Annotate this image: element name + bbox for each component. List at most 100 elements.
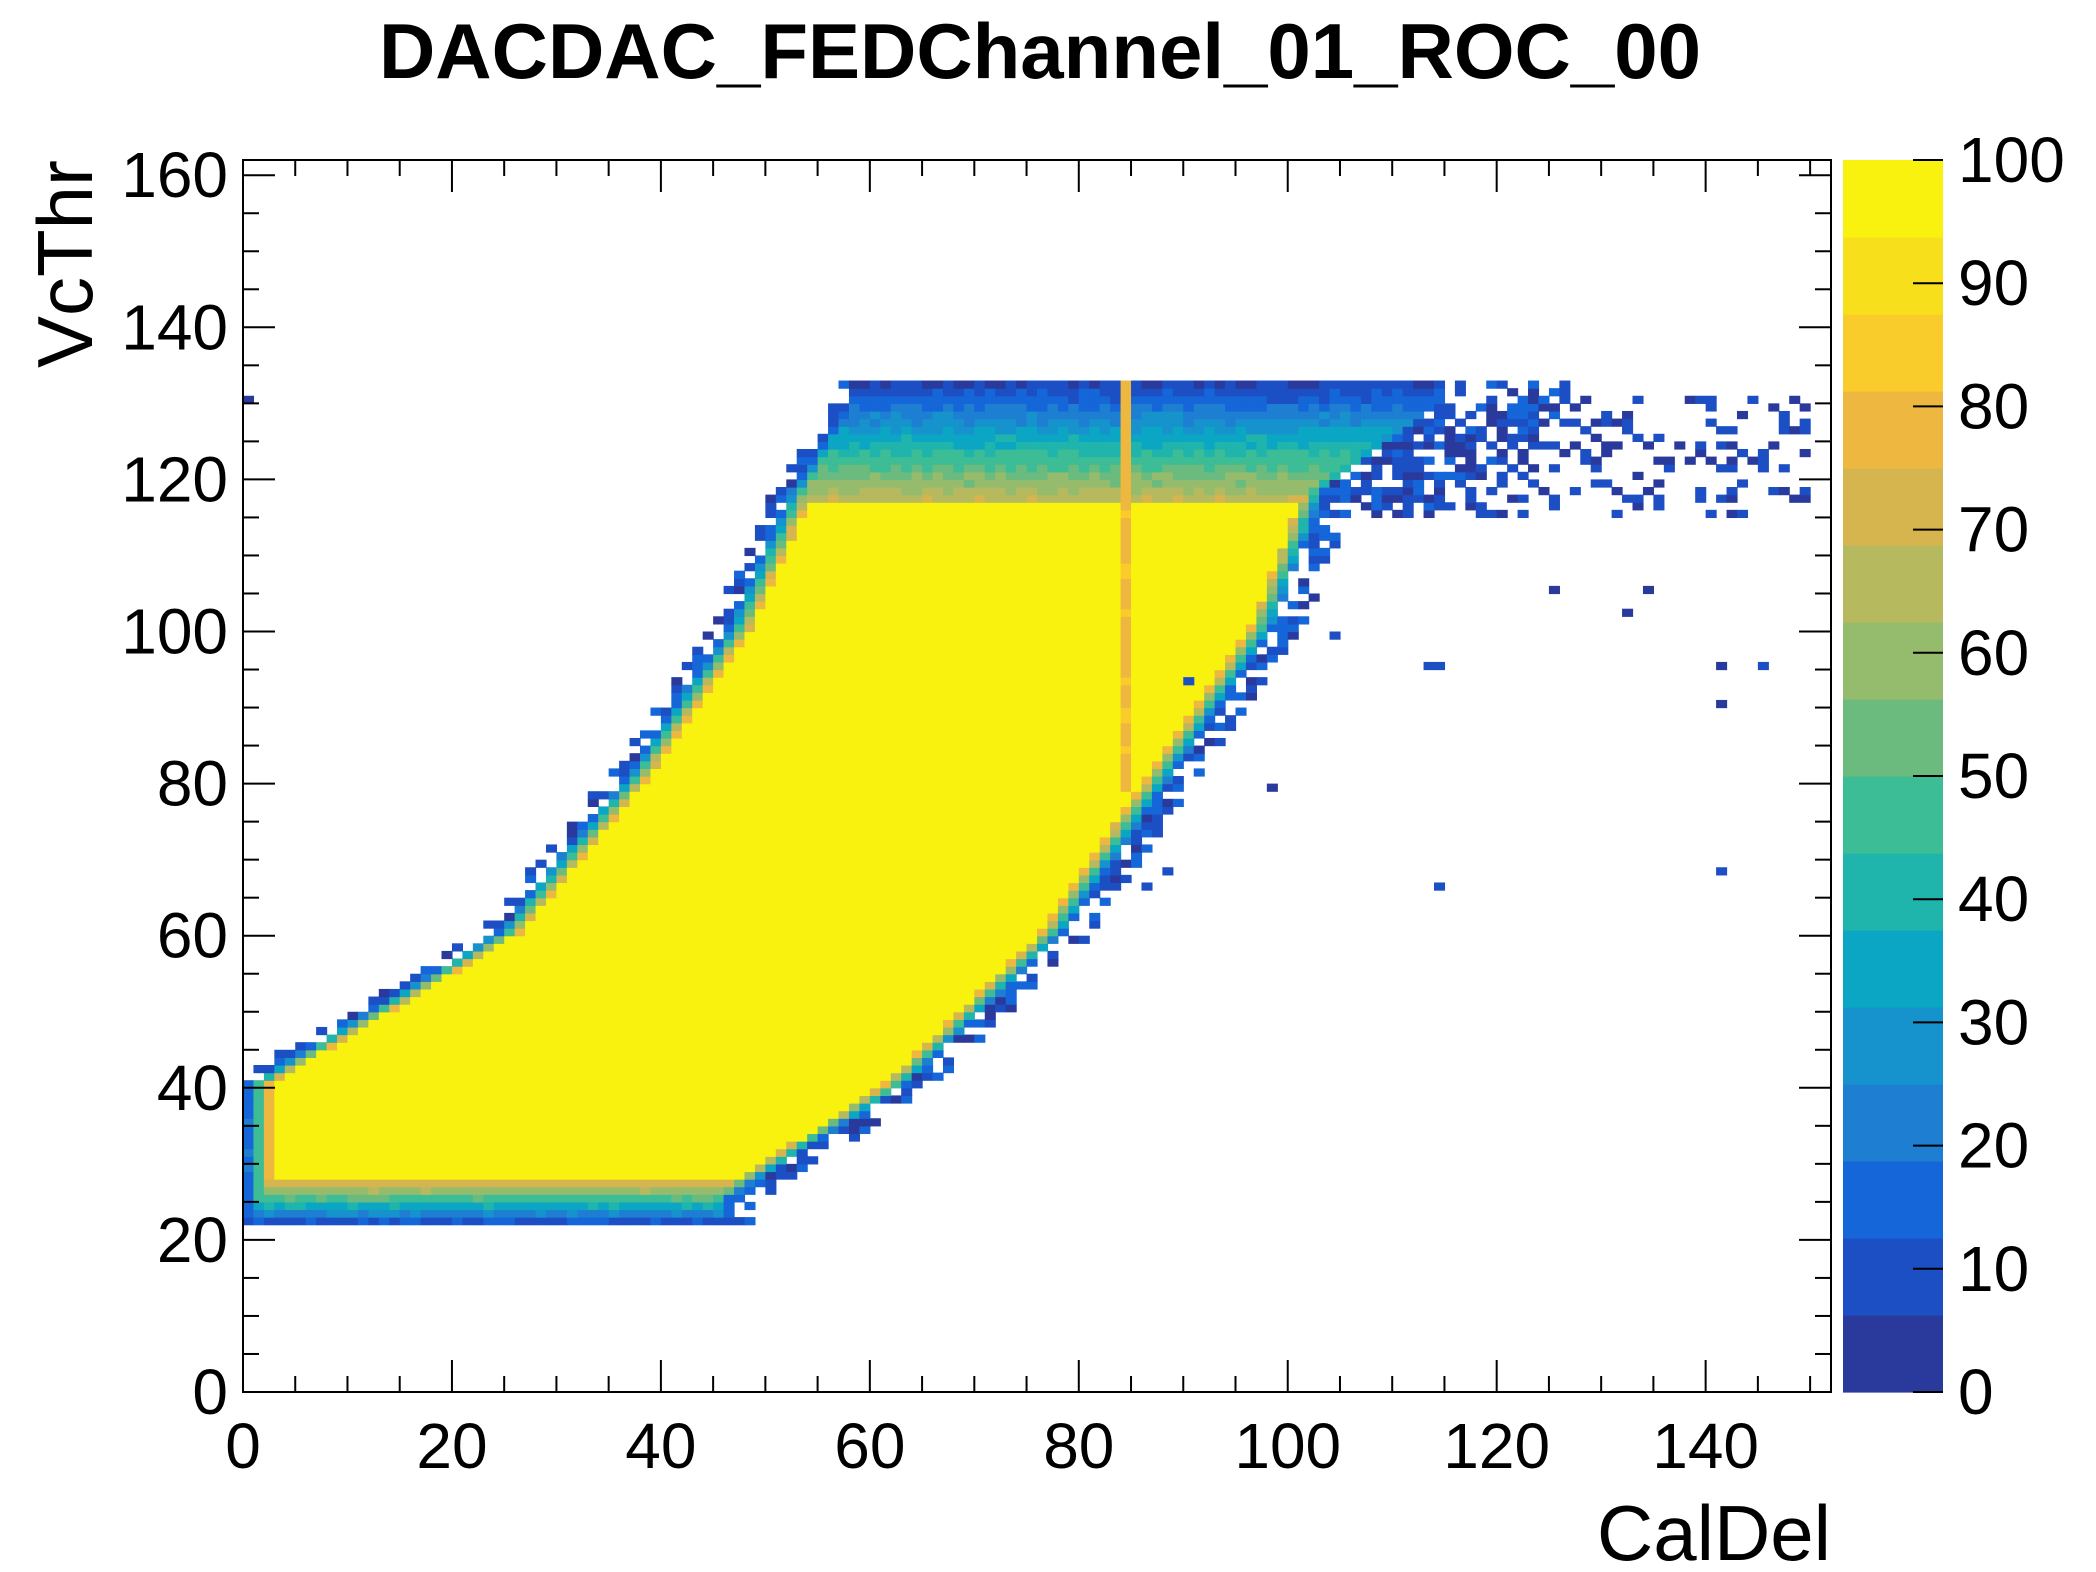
heatmap-cell bbox=[493, 1103, 505, 1112]
heatmap-cell bbox=[556, 943, 568, 952]
heatmap-cell bbox=[1266, 623, 1278, 633]
heatmap-cell bbox=[1089, 760, 1101, 769]
heatmap-cell bbox=[828, 966, 840, 975]
heatmap-cell bbox=[963, 601, 975, 610]
heatmap-cell bbox=[493, 1118, 505, 1127]
heatmap-cell bbox=[984, 943, 996, 952]
heatmap-cell bbox=[399, 1217, 411, 1226]
heatmap-cell bbox=[681, 920, 693, 929]
heatmap-cell bbox=[640, 1064, 652, 1074]
heatmap-cell bbox=[713, 1163, 725, 1173]
heatmap-cell bbox=[1235, 646, 1247, 655]
heatmap-cell bbox=[1037, 563, 1049, 572]
heatmap-cell bbox=[828, 935, 840, 944]
heatmap-cell bbox=[1005, 737, 1017, 747]
heatmap-cell bbox=[995, 844, 1007, 853]
heatmap-cell bbox=[1099, 570, 1111, 579]
heatmap-cell bbox=[326, 1194, 338, 1203]
heatmap-cell bbox=[1068, 646, 1080, 655]
heatmap-cell bbox=[828, 806, 840, 815]
heatmap-cell bbox=[890, 912, 902, 922]
heatmap-cell bbox=[942, 768, 955, 777]
heatmap-cell bbox=[1141, 585, 1153, 595]
heatmap-cell bbox=[514, 966, 526, 975]
heatmap-cell bbox=[796, 935, 808, 944]
heatmap-cell bbox=[1204, 555, 1216, 564]
heatmap-cell bbox=[681, 1141, 693, 1150]
heatmap-cell bbox=[1037, 798, 1049, 808]
heatmap-cell bbox=[660, 882, 672, 891]
heatmap-cell bbox=[922, 555, 934, 564]
heatmap-cell bbox=[577, 958, 589, 967]
heatmap-cell bbox=[1047, 768, 1059, 777]
heatmap-cell bbox=[1057, 570, 1069, 579]
heatmap-cell bbox=[942, 920, 955, 929]
heatmap-cell bbox=[1078, 859, 1090, 868]
heatmap-cell bbox=[1110, 699, 1122, 709]
heatmap-cell bbox=[619, 1064, 631, 1074]
heatmap-cell bbox=[775, 905, 787, 914]
heatmap-cell bbox=[869, 737, 881, 747]
heatmap-cell bbox=[807, 1072, 819, 1081]
heatmap-cell bbox=[796, 555, 808, 564]
heatmap-cell bbox=[650, 859, 662, 868]
heatmap-cell bbox=[472, 950, 484, 960]
heatmap-cell bbox=[932, 791, 944, 800]
heatmap-cell bbox=[556, 1057, 568, 1066]
heatmap-cell bbox=[274, 1194, 286, 1203]
heatmap-cell bbox=[681, 1103, 693, 1112]
heatmap-cell bbox=[650, 958, 662, 967]
heatmap-cell bbox=[566, 1217, 578, 1226]
heatmap-cell bbox=[368, 1080, 380, 1089]
heatmap-cell bbox=[734, 935, 746, 944]
heatmap-cell bbox=[859, 737, 871, 747]
heatmap-cell bbox=[347, 1141, 359, 1150]
heatmap-cell bbox=[577, 1072, 589, 1081]
heatmap-cell bbox=[890, 920, 902, 929]
heatmap-cell bbox=[702, 684, 714, 693]
heatmap-cell bbox=[1026, 943, 1038, 952]
heatmap-cell bbox=[984, 806, 996, 815]
heatmap-cell bbox=[828, 844, 840, 853]
heatmap-cell bbox=[1057, 874, 1069, 884]
heatmap-cell bbox=[974, 1034, 986, 1043]
heatmap-cell bbox=[713, 1103, 725, 1112]
heatmap-cell bbox=[838, 1103, 850, 1112]
heatmap-cell bbox=[629, 1064, 641, 1074]
heatmap-cell bbox=[410, 1072, 422, 1081]
heatmap-cell bbox=[1120, 623, 1132, 633]
heatmap-cell bbox=[640, 874, 652, 884]
heatmap-cell bbox=[650, 829, 662, 838]
heatmap-cell bbox=[869, 563, 881, 572]
heatmap-cell bbox=[1026, 631, 1038, 640]
heatmap-cell bbox=[660, 920, 672, 929]
heatmap-cell bbox=[1068, 715, 1080, 724]
heatmap-cell bbox=[535, 981, 547, 990]
heatmap-cell bbox=[577, 1034, 589, 1043]
heatmap-cell bbox=[472, 1057, 484, 1066]
heatmap-cell bbox=[640, 1125, 652, 1135]
heatmap-cell bbox=[629, 1171, 641, 1180]
heatmap-cell bbox=[984, 890, 996, 899]
heatmap-cell bbox=[1193, 699, 1205, 709]
heatmap-cell bbox=[1016, 783, 1028, 792]
heatmap-cell bbox=[1172, 677, 1184, 686]
heatmap-cell bbox=[619, 791, 631, 800]
heatmap-cell bbox=[1151, 753, 1163, 762]
heatmap-cell bbox=[1193, 555, 1205, 564]
heatmap-cell bbox=[922, 943, 934, 952]
heatmap-cell bbox=[483, 1125, 495, 1135]
heatmap-cell bbox=[1172, 661, 1184, 671]
heatmap-cell bbox=[838, 722, 850, 731]
heatmap-cell bbox=[848, 1064, 860, 1074]
heatmap-cell bbox=[660, 1072, 672, 1081]
heatmap-cell bbox=[399, 1110, 411, 1119]
heatmap-cell bbox=[744, 867, 756, 876]
heatmap-cell bbox=[796, 699, 808, 709]
heatmap-cell bbox=[535, 1042, 547, 1051]
heatmap-cell bbox=[775, 1049, 787, 1058]
heatmap-cell bbox=[692, 859, 704, 868]
heatmap-cell bbox=[765, 707, 777, 716]
heatmap-cell bbox=[817, 1087, 829, 1097]
heatmap-cell bbox=[807, 1087, 819, 1097]
